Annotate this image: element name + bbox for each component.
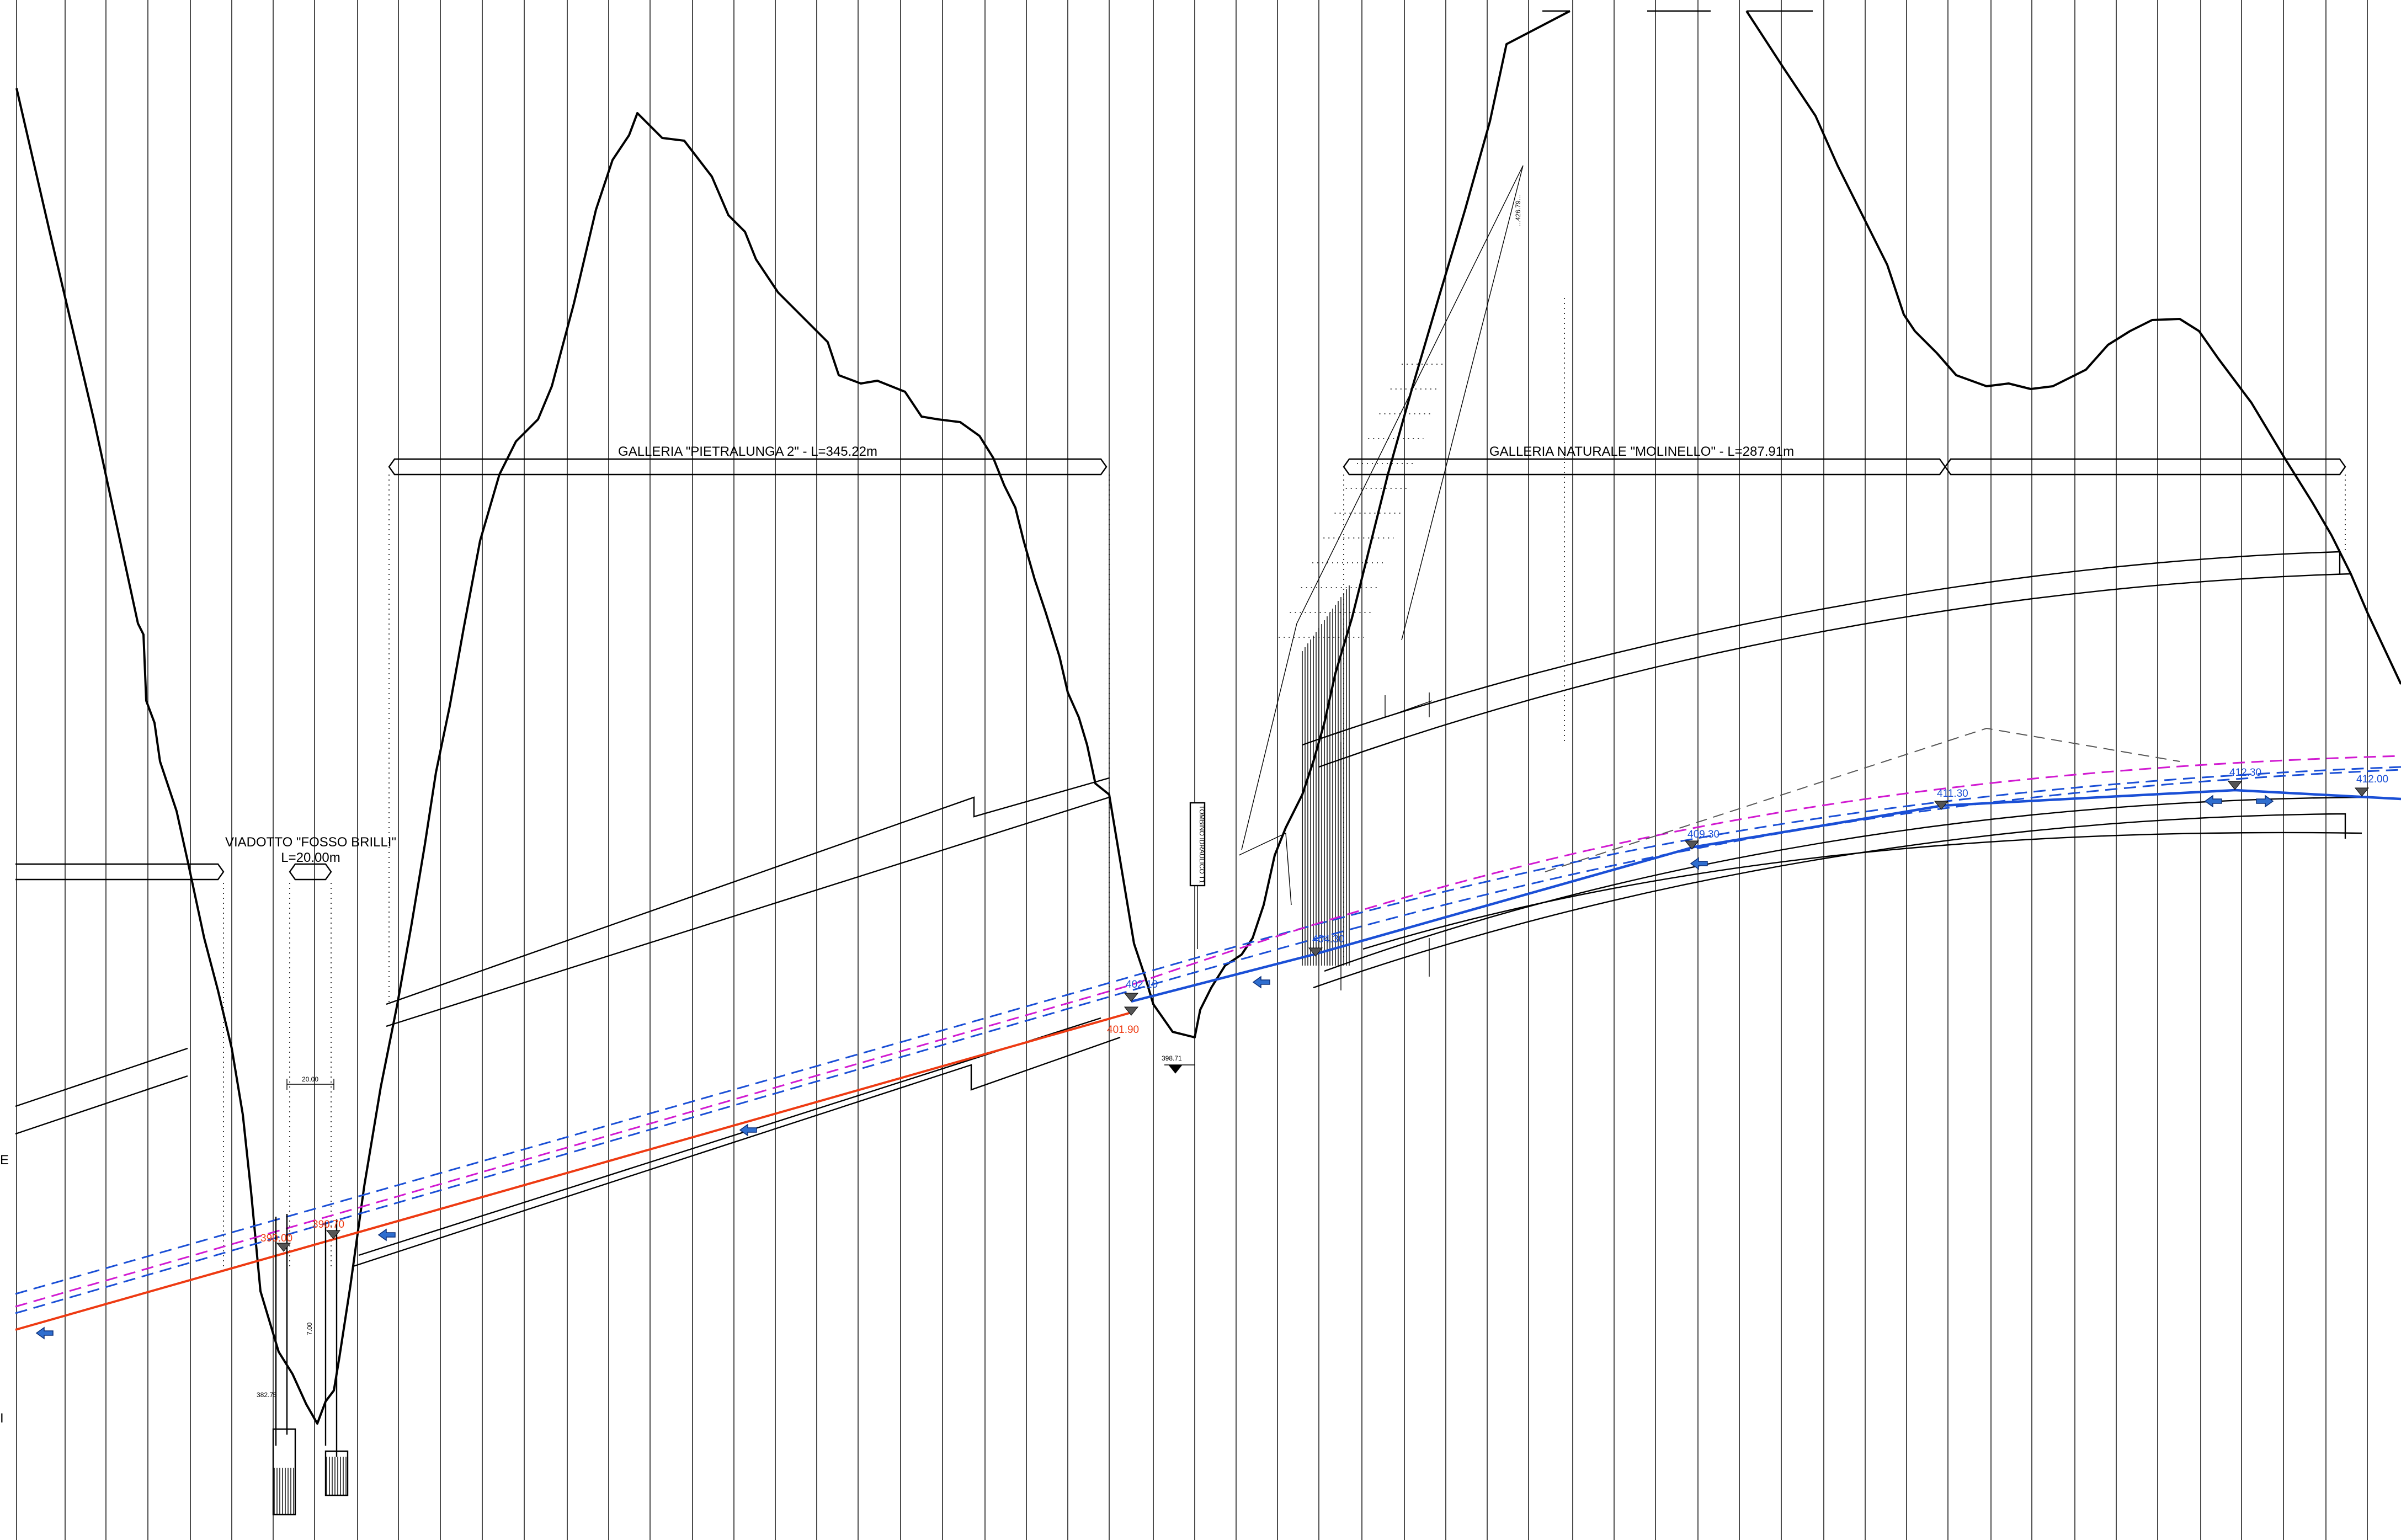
elevation-markers: 390.00 390.70 402.10 401.90 404.30 409.3… <box>260 767 2388 1252</box>
elev-412-30: 412.30 <box>2229 767 2261 779</box>
flow-arrow-icon <box>739 1123 757 1137</box>
flow-arrow-icon <box>1690 857 1708 870</box>
molinello-crown-inner <box>1318 573 2351 768</box>
elev-390-00: 390.00 <box>260 1233 292 1244</box>
viadotto-title: VIADOTTO "FOSSO BRILLI" <box>225 835 396 850</box>
design-grade-orange <box>15 1011 1132 1331</box>
molinello-bottom-line <box>1362 832 2362 950</box>
pietralunga-slab-top <box>386 777 1110 1005</box>
station-lines <box>16 0 2368 1540</box>
offset-line-magenta <box>15 755 2401 1308</box>
pier-height: 7.00 <box>306 1322 313 1335</box>
galleria-molinello-label: GALLERIA NATURALE "MOLINELLO" - L=287.91… <box>1489 444 1794 459</box>
design-grade-blue <box>1131 788 2401 1003</box>
galleria-pietralunga-banner: GALLERIA "PIETRALUNGA 2" - L=345.22m <box>388 444 1108 476</box>
elev-411-30: 411.30 <box>1937 788 1968 800</box>
cut-slope-line-2 <box>1401 165 1524 641</box>
span-dimension: 20.00 <box>302 1075 318 1083</box>
left-edge-letter-i: I <box>0 1411 4 1426</box>
terrain-profile-left <box>15 10 1571 1425</box>
flow-arrow-icon <box>2256 795 2274 808</box>
elev-409-30: 409.30 <box>1687 829 1719 840</box>
left-edge-letter-e: E <box>0 1153 9 1168</box>
viadotto-fosso-brilli: VIADOTTO "FOSSO BRILLI" L=20.00m 20.00 7… <box>225 835 396 1516</box>
offset-line-blue-lower <box>15 769 2401 1314</box>
elev-402-10: 402.10 <box>1126 979 1158 990</box>
elev-401-90: 401.90 <box>1107 1024 1139 1036</box>
pietralunga-slab-mid <box>386 796 1110 1027</box>
elev-390-70: 390.70 <box>312 1219 344 1230</box>
pietralunga-base-line-2 <box>358 1017 1101 1256</box>
structure-lines <box>15 551 2362 1267</box>
berm-line <box>1238 832 1292 905</box>
top-slope-note: ...426.79... <box>1514 195 1522 226</box>
viadotto-length: L=20.00m <box>281 850 340 865</box>
dotted-guides <box>223 298 2346 1269</box>
pile-lines <box>274 1457 347 1515</box>
terrain-profile-right <box>1745 10 2401 685</box>
cut-slope-line <box>1241 165 1524 850</box>
molinello-invert-outer <box>1313 813 2346 989</box>
flow-arrow-icon <box>377 1228 396 1241</box>
pietralunga-base-line <box>353 1036 1121 1267</box>
left-embankment-line-upper <box>15 1047 188 1107</box>
molinello-crown-outer <box>1302 551 2341 746</box>
left-tunnel-banner <box>15 863 225 881</box>
molinello-invert-inner <box>1324 796 2362 972</box>
elev-412-00: 412.00 <box>2356 774 2388 785</box>
flow-arrow-icon <box>1252 976 1270 989</box>
flow-arrow-icon <box>35 1326 54 1340</box>
flow-arrow-icon <box>2204 795 2222 808</box>
flow-arrows <box>35 795 2274 1340</box>
foundation-elevation: 382.75 <box>257 1391 277 1399</box>
galleria-molinello-banner: GALLERIA NATURALE "MOLINELLO" - L=287.91… <box>1343 444 2346 476</box>
offset-line-blue-upper <box>15 766 2401 1295</box>
vertical-curve-tangent <box>1545 727 2180 872</box>
tombino-label: TOMBINO IDRAULICO T1 <box>1198 805 1206 883</box>
left-embankment-line-lower <box>15 1075 188 1135</box>
elev-404-30: 404.30 <box>1312 934 1344 945</box>
tombino-idraulico: TOMBINO IDRAULICO T1 398.71 <box>1162 802 1206 1074</box>
tombino-elevation: 398.71 <box>1162 1054 1182 1062</box>
galleria-pietralunga-label: GALLERIA "PIETRALUNGA 2" - L=345.22m <box>618 444 877 459</box>
